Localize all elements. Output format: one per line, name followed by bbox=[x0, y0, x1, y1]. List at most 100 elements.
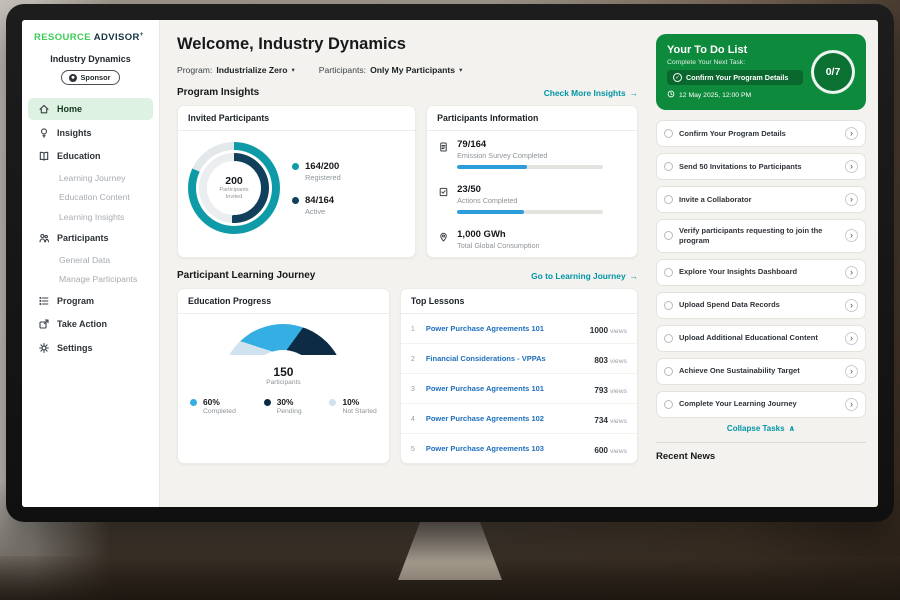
actions-icon bbox=[438, 184, 449, 214]
chevron-right-icon[interactable]: › bbox=[845, 298, 858, 312]
program-filter[interactable]: Program: Industrialize Zero ▾ bbox=[177, 65, 295, 75]
sidebar-item-manage-participants[interactable]: Manage Participants bbox=[59, 274, 138, 285]
next-task-pill[interactable]: ✓ Confirm Your Program Details bbox=[667, 70, 803, 85]
legend-dot bbox=[292, 162, 299, 170]
education-progress-card: Education Progress 150 Participants bbox=[177, 288, 390, 464]
sidebar-item-education[interactable]: Education bbox=[28, 145, 153, 167]
task-checkbox[interactable] bbox=[664, 162, 673, 171]
chevron-right-icon[interactable]: › bbox=[845, 265, 858, 279]
participants-filter[interactable]: Participants: Only My Participants ▾ bbox=[318, 65, 463, 75]
sidebar: RESOURCE ADVISOR+ Industry Dynamics Spon… bbox=[22, 20, 160, 507]
task-checkbox[interactable] bbox=[664, 399, 673, 409]
legend-pending: 30% Pending bbox=[263, 397, 302, 415]
card-title: Education Progress bbox=[178, 289, 389, 314]
lesson-row: 2 Financial Considerations - VPPAs 803 vi… bbox=[400, 344, 637, 374]
sidebar-item-take-action[interactable]: Take Action bbox=[28, 313, 153, 335]
top-lessons-card: Top Lessons 1 Power Purchase Agreements … bbox=[399, 288, 638, 464]
check-circle-icon: ✓ bbox=[673, 73, 682, 82]
todo-task[interactable]: Upload Additional Educational Content › bbox=[656, 324, 866, 352]
sponsor-badge[interactable]: Sponsor bbox=[60, 70, 121, 86]
lesson-row: 1 Power Purchase Agreements 101 1000 view… bbox=[400, 314, 637, 344]
task-checkbox[interactable] bbox=[664, 333, 673, 343]
todo-task[interactable]: Upload Spend Data Records › bbox=[656, 291, 866, 319]
sidebar-item-insights[interactable]: Insights bbox=[28, 122, 153, 144]
todo-task[interactable]: Invite a Collaborator › bbox=[656, 186, 866, 213]
people-icon bbox=[38, 232, 50, 244]
todo-task[interactable]: Confirm Your Program Details › bbox=[656, 120, 866, 147]
lesson-link[interactable]: Power Purchase Agreements 103 bbox=[425, 444, 544, 453]
monitor-bezel: RESOURCE ADVISOR+ Industry Dynamics Spon… bbox=[6, 4, 894, 522]
task-checkbox[interactable] bbox=[664, 366, 673, 376]
chevron-right-icon[interactable]: › bbox=[845, 364, 858, 378]
logo-resource: RESOURCE bbox=[34, 32, 92, 44]
lesson-link[interactable]: Financial Considerations - VPPAs bbox=[425, 354, 546, 363]
task-checkbox[interactable] bbox=[664, 231, 673, 241]
task-checkbox[interactable] bbox=[664, 195, 673, 204]
stat-actions-completed: 23/50 Actions Completed bbox=[427, 176, 637, 221]
chevron-down-icon: ▾ bbox=[291, 67, 295, 74]
collapse-tasks-button[interactable]: Collapse Tasks ∧ bbox=[726, 423, 796, 433]
sidebar-item-home[interactable]: Home bbox=[28, 98, 153, 121]
chevron-right-icon[interactable]: › bbox=[845, 160, 858, 173]
insights-cards-row: Invited Participants 200 Participants In… bbox=[177, 105, 638, 258]
logo-advisor: ADVISOR+ bbox=[93, 32, 144, 44]
legend-dot bbox=[263, 399, 271, 406]
card-title: Top Lessons bbox=[400, 289, 637, 314]
chevron-right-icon[interactable]: › bbox=[845, 127, 858, 140]
bulb-icon bbox=[38, 127, 50, 139]
card-title: Participants Information bbox=[427, 106, 637, 131]
dashboard-screen: RESOURCE ADVISOR+ Industry Dynamics Spon… bbox=[22, 20, 878, 507]
todo-task[interactable]: Achieve One Sustainability Target › bbox=[656, 357, 866, 385]
check-more-insights-link[interactable]: Check More Insights → bbox=[543, 87, 638, 98]
todo-subtitle: Complete Your Next Task: bbox=[667, 59, 746, 66]
main-content: Welcome, Industry Dynamics Program: Indu… bbox=[160, 20, 652, 507]
sidebar-item-participants[interactable]: Participants bbox=[28, 227, 153, 249]
chevron-down-icon: ▾ bbox=[459, 67, 463, 74]
chevron-right-icon[interactable]: › bbox=[845, 193, 858, 206]
actions-progress-bar bbox=[457, 209, 604, 214]
go-to-learning-journey-link[interactable]: Go to Learning Journey → bbox=[531, 270, 638, 281]
invited-participants-card: Invited Participants 200 Participants In… bbox=[177, 105, 417, 258]
lesson-link[interactable]: Power Purchase Agreements 101 bbox=[425, 324, 544, 333]
sponsor-badge-icon bbox=[68, 73, 77, 82]
todo-task[interactable]: Verify participants requesting to join t… bbox=[656, 219, 866, 253]
program-insights-title: Program Insights bbox=[177, 87, 260, 98]
sidebar-item-learning-journey[interactable]: Learning Journey bbox=[59, 172, 126, 183]
todo-task[interactable]: Complete Your Learning Journey › bbox=[656, 390, 866, 418]
lesson-row: 4 Power Purchase Agreements 102 734 views bbox=[400, 404, 637, 434]
todo-task[interactable]: Send 50 Invitations to Participants › bbox=[656, 153, 866, 180]
donut-center-value: 200 bbox=[225, 175, 243, 188]
list-icon bbox=[38, 295, 50, 307]
task-checkbox[interactable] bbox=[664, 300, 673, 310]
chevron-right-icon[interactable]: › bbox=[845, 331, 858, 345]
recent-news-heading: Recent News bbox=[656, 441, 866, 462]
monitor-stand bbox=[398, 520, 502, 580]
chevron-right-icon[interactable]: › bbox=[845, 397, 858, 411]
participants-information-card: Participants Information 79/164 Emission… bbox=[426, 105, 638, 258]
chevron-right-icon[interactable]: › bbox=[845, 229, 858, 243]
sidebar-item-settings[interactable]: Settings bbox=[28, 337, 153, 359]
task-checkbox[interactable] bbox=[664, 267, 673, 277]
learning-cards-row: Education Progress 150 Participants bbox=[177, 288, 638, 464]
legend-active: 84/164 Active bbox=[292, 195, 341, 216]
sidebar-item-education-content[interactable]: Education Content bbox=[59, 192, 130, 203]
todo-progress-ring: 0/7 bbox=[811, 50, 855, 94]
stat-emission-survey: 79/164 Emission Survey Completed bbox=[427, 131, 637, 176]
program-insights-header: Program Insights Check More Insights → bbox=[177, 87, 638, 98]
todo-title: Your To Do List bbox=[667, 44, 748, 56]
sidebar-item-learning-insights[interactable]: Learning Insights bbox=[59, 211, 125, 222]
gauge-center-value: 150 bbox=[273, 365, 294, 379]
lesson-link[interactable]: Power Purchase Agreements 101 bbox=[425, 384, 544, 393]
task-checkbox[interactable] bbox=[664, 129, 673, 138]
todo-task[interactable]: Explore Your Insights Dashboard › bbox=[656, 258, 866, 286]
sidebar-item-general-data[interactable]: General Data bbox=[59, 254, 111, 265]
filters-row: Program: Industrialize Zero ▾ Participan… bbox=[177, 65, 638, 75]
sidebar-nav: Home Insights Education Learning Journey… bbox=[22, 98, 159, 359]
lesson-row: 5 Power Purchase Agreements 103 600 views bbox=[410, 444, 627, 455]
external-icon bbox=[38, 318, 50, 330]
learning-journey-header: Participant Learning Journey Go to Learn… bbox=[177, 270, 638, 281]
lesson-link[interactable]: Power Purchase Agreements 102 bbox=[425, 414, 544, 423]
card-title: Invited Participants bbox=[178, 106, 416, 131]
sidebar-item-program[interactable]: Program bbox=[28, 290, 153, 312]
